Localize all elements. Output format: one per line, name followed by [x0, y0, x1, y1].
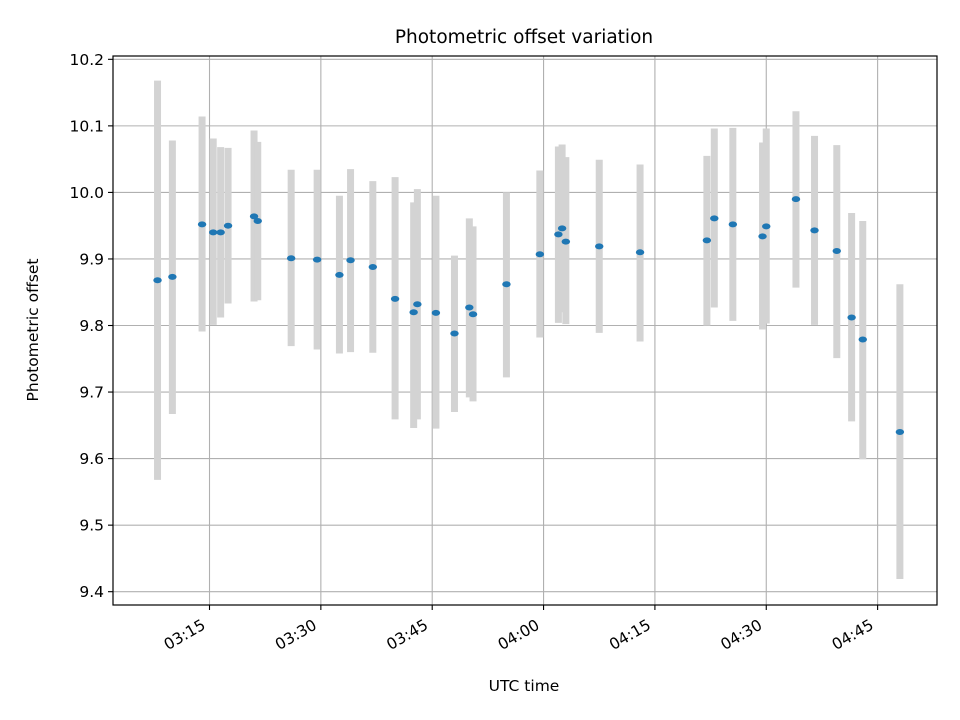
data-point [390, 295, 400, 302]
data-point [702, 237, 712, 244]
data-point [253, 218, 262, 225]
data-point [847, 314, 856, 321]
data-point [791, 196, 801, 203]
data-point [286, 255, 296, 262]
y-tick-label: 9.4 [79, 583, 104, 601]
data-point [557, 225, 567, 232]
y-tick-label: 9.5 [79, 517, 104, 535]
data-point [810, 227, 819, 234]
data-point [895, 428, 905, 435]
data-point [561, 238, 571, 245]
data-point [409, 309, 418, 316]
y-tick-label: 9.7 [79, 384, 104, 402]
data-point [635, 249, 645, 256]
data-point [216, 229, 225, 236]
data-point [431, 309, 441, 316]
data-point [758, 233, 767, 240]
x-axis-label: UTC time [489, 677, 560, 695]
y-tick-label: 10.2 [69, 51, 104, 69]
data-point [168, 273, 177, 280]
data-point [153, 277, 162, 284]
y-axis-label: Photometric offset [24, 259, 42, 402]
chart-title: Photometric offset variation [395, 27, 653, 48]
grid [113, 56, 937, 605]
plot-frame [112, 55, 938, 606]
y-axis-ticks: 9.4 9.5 9.6 9.7 9.8 9.9 10.0 10.1 10.2 [69, 51, 113, 601]
y-tick-label: 10.0 [69, 184, 104, 202]
data-point [595, 243, 604, 250]
data-point [762, 223, 771, 230]
data-point [710, 215, 719, 222]
y-tick-label: 9.9 [79, 250, 104, 268]
data-point [465, 304, 474, 311]
y-tick-label: 10.1 [69, 117, 104, 135]
data-points [153, 196, 905, 435]
data-point [312, 256, 322, 263]
data-point [413, 301, 422, 308]
data-point [249, 213, 259, 220]
data-point [728, 221, 738, 228]
data-point [502, 281, 511, 288]
data-point [832, 247, 841, 254]
data-point [368, 263, 378, 270]
data-point [335, 271, 344, 278]
y-tick-label: 9.8 [79, 317, 104, 335]
data-point [554, 231, 563, 238]
data-point [209, 229, 218, 236]
data-point [535, 251, 545, 258]
data-point [197, 221, 207, 228]
data-point [450, 330, 459, 337]
data-point [223, 222, 233, 229]
data-point [346, 257, 355, 264]
data-point [858, 336, 867, 343]
y-tick-label: 9.6 [79, 450, 104, 468]
data-point [468, 311, 478, 318]
